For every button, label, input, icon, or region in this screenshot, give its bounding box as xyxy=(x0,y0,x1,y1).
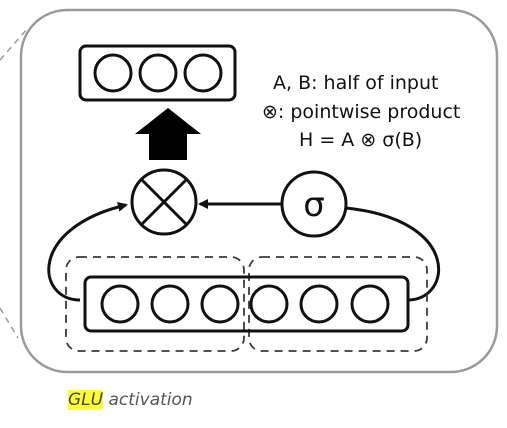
legend-line-product: ⊗: pointwise product xyxy=(262,101,460,123)
input-vector xyxy=(83,275,410,333)
half-a-to-product-arrow xyxy=(47,201,128,302)
sigmoid-gate-circle xyxy=(280,170,348,238)
legend-line-halves: A, B: half of input xyxy=(273,72,438,94)
sigmoid-gate: σ xyxy=(280,170,348,238)
input-unit xyxy=(200,284,240,324)
left-dashed-guide-top xyxy=(0,27,29,61)
output-unit xyxy=(93,53,133,93)
output-vector xyxy=(78,44,237,102)
output-unit xyxy=(138,53,178,93)
input-unit xyxy=(100,284,140,324)
input-unit xyxy=(299,284,339,324)
sigmoid-symbol: σ xyxy=(303,185,325,225)
output-vector-box xyxy=(78,44,237,102)
input-unit xyxy=(249,284,289,324)
half-b-dashed-group xyxy=(248,256,428,352)
output-unit xyxy=(183,53,223,93)
caption-rest: activation xyxy=(103,390,193,410)
half-a-dashed-group xyxy=(65,256,245,352)
legend-line-formula: H = A ⊗ σ(B) xyxy=(299,129,422,151)
circled-times-icon xyxy=(130,168,198,236)
input-unit xyxy=(350,284,390,324)
half-b-to-sigmoid-connector xyxy=(345,206,441,302)
diagram-panel xyxy=(19,8,499,374)
caption-highlight: GLU xyxy=(68,390,104,410)
input-unit xyxy=(150,284,190,324)
input-vector-box xyxy=(83,275,410,333)
thick-up-arrow-icon xyxy=(135,108,201,160)
left-dashed-guide-bottom xyxy=(0,307,19,339)
figure-caption: GLU activation xyxy=(68,390,193,410)
